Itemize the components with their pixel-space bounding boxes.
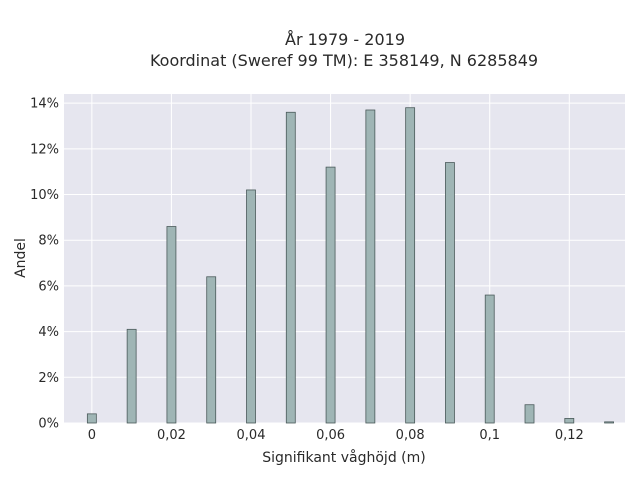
- y-axis-ticks: 0% 2% 4% 6% 8% 10% 12% 14%: [30, 97, 59, 432]
- y-tick-label: 0%: [38, 417, 59, 432]
- x-tick-label: 0,08: [396, 428, 425, 443]
- chart-title-line1: År 1979 - 2019: [285, 30, 405, 49]
- bars: [86, 107, 614, 424]
- y-tick-label: 12%: [30, 142, 59, 157]
- y-tick-label: 8%: [38, 234, 59, 249]
- histogram-bar: [445, 162, 455, 424]
- y-tick-label: 10%: [30, 188, 59, 203]
- histogram-bar: [166, 226, 177, 424]
- x-tick-label: 0,12: [555, 428, 584, 443]
- y-tick-label: 2%: [38, 371, 59, 386]
- y-tick-label: 6%: [38, 279, 59, 294]
- grid-lines: [64, 94, 625, 424]
- x-tick-label: 0,02: [157, 428, 186, 443]
- histogram-bar: [325, 166, 336, 424]
- x-tick-label: 0: [88, 428, 96, 443]
- histogram-bar: [86, 413, 97, 424]
- histogram-bar: [365, 109, 376, 424]
- histogram-bar: [206, 276, 217, 424]
- y-tick-label: 4%: [38, 325, 59, 340]
- x-tick-label: 0,1: [479, 428, 500, 443]
- x-tick-label: 0,06: [316, 428, 345, 443]
- plot-area: [64, 94, 625, 423]
- x-axis-title: Signifikant våghöjd (m): [262, 449, 425, 466]
- chart-title-line2: Koordinat (Sweref 99 TM): E 358149, N 62…: [150, 51, 538, 70]
- histogram-bar: [126, 328, 137, 424]
- histogram-bar: [405, 107, 416, 424]
- histogram-bar: [484, 294, 495, 424]
- histogram-bar: [604, 421, 614, 424]
- y-axis-title: Andel: [13, 238, 29, 278]
- y-tick-label: 14%: [30, 97, 59, 112]
- x-tick-label: 0,04: [237, 428, 266, 443]
- histogram-bar: [524, 404, 535, 424]
- histogram-bar: [285, 111, 296, 424]
- x-axis-ticks: 0 0,02 0,04 0,06 0,08 0,1 0,12: [88, 428, 584, 443]
- histogram-bar: [246, 189, 256, 424]
- histogram-bar: [564, 418, 575, 424]
